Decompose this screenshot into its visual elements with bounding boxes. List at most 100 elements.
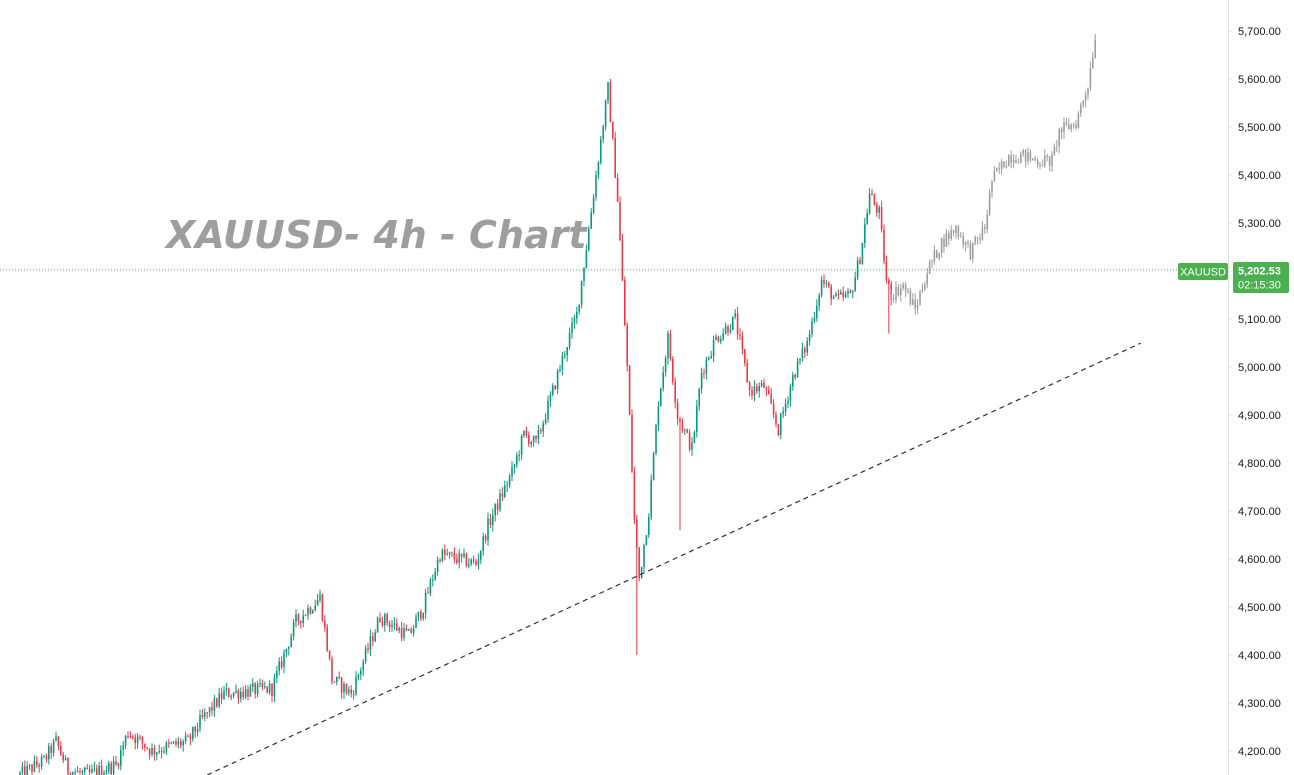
candle — [511, 460, 513, 482]
candle-body — [880, 207, 883, 230]
candle-body — [837, 293, 840, 295]
candle-body — [422, 613, 424, 619]
axis-tick-label: 5,500.00 — [1238, 122, 1281, 134]
candle — [540, 427, 542, 434]
projection-candle — [993, 165, 996, 183]
candle — [55, 731, 57, 742]
candle-body — [772, 403, 775, 415]
candle — [602, 124, 604, 144]
candle-body — [415, 617, 417, 629]
candle-body — [888, 280, 890, 284]
projection-layer — [890, 34, 1096, 315]
candle — [444, 544, 446, 561]
candle — [355, 671, 357, 697]
projection-candle-body — [921, 289, 924, 292]
candle-body — [199, 715, 201, 730]
candle — [64, 755, 67, 761]
trendline[interactable] — [206, 342, 1142, 775]
candle — [866, 208, 868, 225]
candle — [693, 430, 696, 444]
candle-body — [472, 559, 475, 562]
projection-candle — [1034, 155, 1036, 162]
candle — [883, 224, 885, 265]
candle-body — [588, 228, 590, 251]
candle — [309, 606, 312, 615]
candle — [285, 648, 288, 658]
candle — [100, 759, 103, 775]
projection-candle-body — [1017, 162, 1020, 164]
candle-body — [127, 735, 129, 737]
candle-body — [705, 359, 708, 374]
candle — [259, 678, 261, 688]
candle — [720, 335, 722, 345]
candle-body — [273, 677, 276, 696]
projection-candle-body — [1039, 164, 1041, 166]
candle — [278, 657, 280, 676]
candle — [748, 380, 751, 397]
candle — [110, 761, 112, 775]
candle — [288, 646, 290, 656]
candle — [398, 626, 400, 634]
badge-countdown: 02:15:30 — [1238, 280, 1281, 292]
candle — [240, 687, 242, 703]
candle-body — [693, 431, 696, 443]
candle — [516, 452, 518, 469]
candle-body — [52, 740, 55, 754]
candle-body — [79, 770, 81, 773]
projection-candle — [984, 223, 986, 234]
axis-tick-label: 5,000.00 — [1238, 362, 1281, 374]
candle — [146, 746, 148, 750]
candle — [319, 589, 321, 603]
candle-body — [192, 726, 194, 739]
candle-body — [691, 442, 693, 450]
axis-tick-label: 4,400.00 — [1238, 650, 1281, 662]
candle-body — [340, 678, 343, 693]
projection-candle — [1051, 150, 1053, 173]
candle — [792, 371, 794, 391]
projection-candle-body — [931, 261, 933, 263]
projection-candle-body — [993, 170, 996, 181]
price-axis[interactable]: 4,200.00 4,300.00 4,400.00 4,500.00 4,600.00… — [1228, 0, 1281, 775]
candle — [448, 551, 451, 559]
candle-body — [876, 204, 878, 213]
candle — [268, 680, 271, 695]
candle-body — [156, 752, 158, 755]
projection-candle — [981, 220, 984, 241]
candle-body — [444, 549, 446, 555]
candle-body — [398, 628, 400, 631]
projection-candle — [909, 287, 912, 306]
candle-body — [307, 608, 309, 616]
projection-candle-body — [986, 214, 988, 230]
candle — [292, 619, 295, 641]
candle — [204, 708, 206, 722]
candle — [48, 742, 50, 765]
candle-body — [729, 330, 732, 333]
candle-body — [352, 693, 355, 695]
candle-body — [556, 370, 559, 390]
candle-body — [477, 559, 480, 565]
candle — [804, 346, 806, 359]
candle-body — [350, 689, 352, 694]
candle-body — [429, 580, 432, 594]
candle-body — [789, 386, 792, 401]
projection-candle — [900, 283, 902, 302]
candle-body — [105, 771, 108, 774]
candle — [163, 746, 165, 755]
candle-body — [499, 493, 501, 510]
candle-body — [321, 594, 324, 621]
candle-body — [852, 291, 854, 293]
candle-body — [799, 358, 801, 361]
candle-body — [828, 282, 830, 287]
candle — [686, 428, 688, 434]
candle — [465, 552, 468, 568]
chart-title: XAUUSD- 4h - Chart — [164, 213, 588, 257]
axis-ticks: 4,200.00 4,300.00 4,400.00 4,500.00 4,600.00… — [1228, 26, 1281, 758]
candle — [885, 255, 888, 284]
candle — [237, 688, 240, 704]
candle-body — [391, 624, 393, 628]
projection-candle — [1027, 147, 1029, 165]
candle — [372, 632, 374, 647]
projection-candle — [1080, 102, 1082, 118]
candle — [244, 685, 247, 700]
